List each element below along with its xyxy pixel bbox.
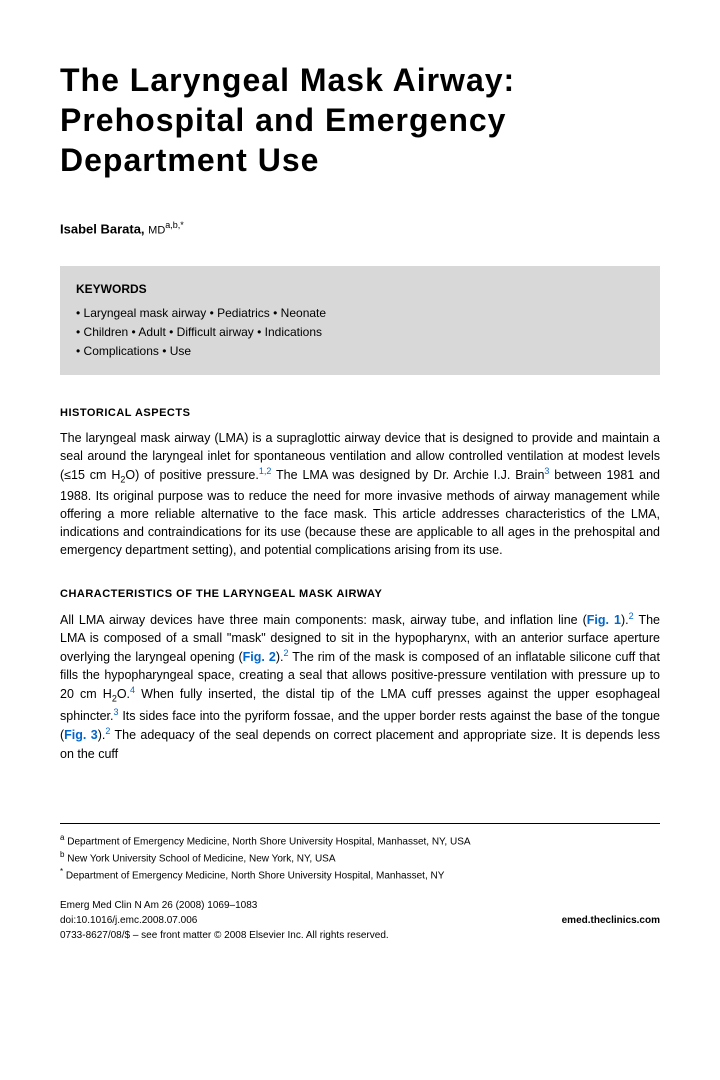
- keywords-line: • Complications • Use: [76, 342, 644, 361]
- author-line: Isabel Barata, MDa,b,*: [60, 220, 660, 236]
- text: All LMA airway devices have three main c…: [60, 613, 587, 627]
- footnote-sup: b: [60, 850, 64, 859]
- historical-paragraph: The laryngeal mask airway (LMA) is a sup…: [60, 429, 660, 559]
- text: O) of positive pressure.: [125, 468, 258, 482]
- section-heading-historical: HISTORICAL ASPECTS: [60, 407, 660, 419]
- footnote-b: b New York University School of Medicine…: [60, 849, 660, 866]
- copyright-line: 0733-8627/08/$ – see front matter © 2008…: [60, 928, 660, 943]
- footnote-corresponding: * Department of Emergency Medicine, Nort…: [60, 866, 660, 883]
- text: ).: [621, 613, 629, 627]
- section-heading-characteristics: CHARACTERISTICS OF THE LARYNGEAL MASK AI…: [60, 588, 660, 600]
- footnote-text: Department of Emergency Medicine, North …: [66, 871, 445, 882]
- author-degree: MD: [148, 224, 165, 236]
- footnote-text: New York University School of Medicine, …: [67, 853, 335, 864]
- footnote-sup: *: [60, 867, 63, 876]
- journal-citation: Emerg Med Clin N Am 26 (2008) 1069–1083: [60, 898, 660, 913]
- figure-link[interactable]: Fig. 1: [587, 613, 621, 627]
- text: The adequacy of the seal depends on corr…: [60, 728, 660, 760]
- keywords-line: • Children • Adult • Difficult airway • …: [76, 323, 644, 342]
- author-name: Isabel Barata,: [60, 221, 145, 236]
- figure-link[interactable]: Fig. 3: [64, 728, 98, 742]
- journal-site-link[interactable]: emed.theclinics.com: [562, 913, 660, 928]
- text: The LMA was designed by Dr. Archie I.J. …: [271, 468, 544, 482]
- text: O.: [117, 688, 130, 702]
- journal-doi-row: doi:10.1016/j.emc.2008.07.006 emed.thecl…: [60, 913, 660, 928]
- footnote-a: a Department of Emergency Medicine, Nort…: [60, 832, 660, 849]
- footnote-sup: a: [60, 833, 64, 842]
- article-title: The Laryngeal Mask Airway: Prehospital a…: [60, 60, 660, 180]
- footnote-text: Department of Emergency Medicine, North …: [67, 836, 470, 847]
- characteristics-paragraph: All LMA airway devices have three main c…: [60, 610, 660, 763]
- keywords-box: KEYWORDS • Laryngeal mask airway • Pedia…: [60, 266, 660, 375]
- doi-text: doi:10.1016/j.emc.2008.07.006: [60, 913, 197, 928]
- keywords-line: • Laryngeal mask airway • Pediatrics • N…: [76, 304, 644, 323]
- keywords-label: KEYWORDS: [76, 280, 644, 299]
- footnotes-block: a Department of Emergency Medicine, Nort…: [60, 823, 660, 943]
- figure-link[interactable]: Fig. 2: [243, 650, 276, 664]
- author-affiliation-sup: a,b,*: [165, 220, 184, 230]
- reference-link[interactable]: 1,2: [259, 466, 272, 476]
